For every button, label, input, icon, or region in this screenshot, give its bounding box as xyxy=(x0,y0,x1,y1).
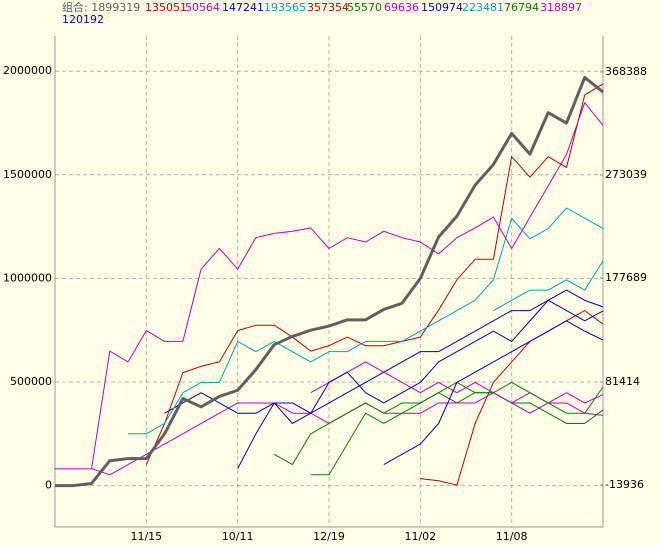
y2-tick-label: 177689 xyxy=(605,271,647,284)
series-line xyxy=(310,361,604,404)
legend-entry: 147241 xyxy=(222,1,264,14)
x-tick-label: 11/08 xyxy=(496,530,528,543)
x-tick-label: 10/11 xyxy=(222,530,254,543)
x-tick-label: 12/19 xyxy=(313,530,345,543)
legend-entry: 55570 xyxy=(347,1,382,14)
legend-entry: 135051 xyxy=(145,1,187,14)
series-line xyxy=(145,83,604,465)
series-line xyxy=(493,260,604,312)
x-tick-label: 11/02 xyxy=(404,530,436,543)
y-tick-label: 2000000 xyxy=(3,64,52,77)
y2-tick-label: 368388 xyxy=(605,65,647,78)
y-tick-label: 1000000 xyxy=(3,271,52,284)
legend-entry: 120192 xyxy=(62,13,104,26)
y2-tick-label: -13936 xyxy=(605,478,644,491)
legend-entry: 357354 xyxy=(307,1,349,14)
legend-entry: 组合: 1899319 xyxy=(62,0,140,14)
legend-entry: 50564 xyxy=(185,1,220,14)
x-tick-label: 11/15 xyxy=(130,530,162,543)
legend-entry: 193565 xyxy=(264,1,306,14)
series-line xyxy=(237,289,604,469)
y2-tick-label: 273039 xyxy=(605,168,647,181)
series-line xyxy=(383,320,604,465)
series-line xyxy=(128,207,604,435)
y-tick-label: 500000 xyxy=(10,375,52,388)
series-line xyxy=(420,310,604,486)
legend-entry: 223481 xyxy=(462,1,504,14)
y-tick-label: 1500000 xyxy=(3,168,52,181)
y2-tick-label: 81414 xyxy=(605,375,640,388)
legend-entry: 318897 xyxy=(540,1,582,14)
series-line xyxy=(273,381,604,466)
series-line xyxy=(55,102,604,470)
legend-entry: 76794 xyxy=(504,1,539,14)
series-line xyxy=(310,392,604,476)
series-line xyxy=(55,75,604,488)
legend-entry: 69636 xyxy=(384,1,419,14)
legend-entry: 150974 xyxy=(421,1,463,14)
y-tick-label: 0 xyxy=(45,479,52,492)
